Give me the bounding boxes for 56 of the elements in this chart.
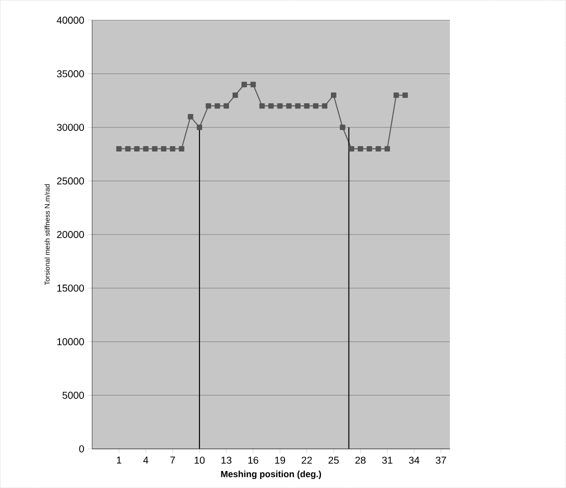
point: [313, 103, 318, 109]
y-tick-label: 0: [79, 445, 84, 452]
point: [295, 103, 301, 109]
point: [116, 146, 122, 152]
point: [322, 103, 328, 109]
point: [125, 146, 131, 152]
point: [304, 103, 310, 109]
x-tick-label: 19: [275, 456, 286, 464]
x-tick-label: 16: [248, 456, 258, 464]
point: [250, 82, 256, 88]
y-tick-label: 15000: [57, 284, 84, 292]
point: [366, 146, 372, 152]
point: [402, 92, 408, 98]
point: [206, 103, 212, 109]
point: [376, 146, 382, 152]
point: [394, 92, 399, 98]
x-tick-label: 10: [194, 456, 205, 464]
y-tick-label: 25000: [57, 177, 84, 184]
x-tick-label: 4: [143, 456, 148, 464]
y-tick-label: 30000: [56, 124, 84, 131]
x-tick-label: 25: [328, 456, 339, 464]
point: [358, 146, 364, 152]
point: [152, 146, 158, 152]
x-tick-label: 34: [408, 456, 420, 464]
point: [259, 103, 265, 109]
x-tick-label: 13: [222, 456, 232, 464]
point: [241, 82, 247, 88]
y-tick-label: 40000: [56, 16, 84, 24]
point: [224, 103, 229, 109]
point: [214, 103, 220, 109]
point: [232, 92, 238, 98]
x-tick-label: 28: [355, 456, 366, 464]
y-tick-label: 10000: [57, 338, 84, 346]
point: [134, 146, 140, 152]
point: [196, 124, 202, 130]
point: [170, 146, 176, 152]
point: [348, 146, 354, 152]
point: [330, 92, 336, 98]
x-tick-label: 31: [382, 456, 392, 464]
x-axis-title: Meshing position (deg.): [221, 470, 322, 480]
point: [384, 146, 390, 152]
x-tick-label: 1: [116, 456, 122, 464]
x-tick-label: 7: [170, 456, 175, 464]
point: [340, 124, 346, 130]
point: [188, 114, 194, 120]
x-tick-label: 22: [302, 456, 312, 464]
point: [178, 146, 184, 152]
x-tick-label: 37: [436, 456, 446, 464]
y-tick-label: 5000: [62, 392, 84, 399]
point: [160, 146, 166, 152]
point: [268, 103, 274, 109]
y-tick-label: 35000: [56, 70, 84, 78]
y-tick-label: 20000: [57, 230, 84, 238]
point: [286, 103, 292, 109]
point: [277, 103, 283, 109]
point: [143, 146, 148, 152]
